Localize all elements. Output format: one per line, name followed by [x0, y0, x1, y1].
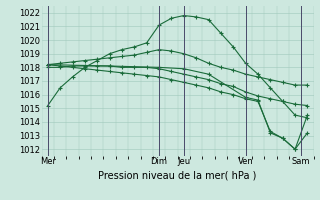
X-axis label: Pression niveau de la mer( hPa ): Pression niveau de la mer( hPa ) — [99, 171, 257, 181]
